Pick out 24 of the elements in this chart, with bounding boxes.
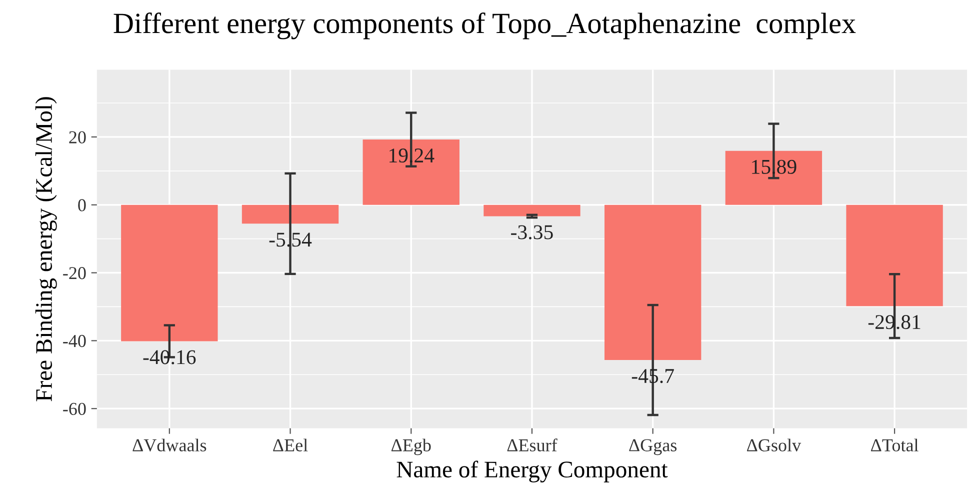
y-tick-label: 0 <box>78 199 86 212</box>
bar <box>242 204 339 224</box>
bar <box>846 204 943 306</box>
x-tick-label: ΔTotal <box>871 438 918 452</box>
x-tick-label: ΔEel <box>273 438 308 452</box>
x-tick-label: ΔGsolv <box>747 438 802 452</box>
x-tick-label: ΔEsurf <box>507 438 558 452</box>
y-tick-label: 20 <box>69 131 86 144</box>
bar <box>121 204 218 342</box>
bar <box>604 204 702 360</box>
y-tick-label: -60 <box>63 402 86 416</box>
bar <box>725 150 822 205</box>
bar <box>362 140 460 205</box>
y-tick-label: -40 <box>63 334 86 348</box>
x-tick-label: ΔEgb <box>391 438 431 456</box>
x-axis-title: Name of Energy Component <box>396 460 668 482</box>
x-tick-label: ΔGgas <box>629 439 677 456</box>
bar <box>484 204 580 216</box>
x-tick-label: ΔVdwaals <box>132 438 206 452</box>
chart-title: Different energy components of Topo_Aotaphenazine complex <box>114 12 856 40</box>
y-axis-title: Free Binding energy (Kcal/Mol) <box>35 97 57 402</box>
y-tick-label: -20 <box>63 267 86 280</box>
data-label: -40.16 <box>143 350 196 364</box>
data-label: -3.35 <box>511 225 553 240</box>
